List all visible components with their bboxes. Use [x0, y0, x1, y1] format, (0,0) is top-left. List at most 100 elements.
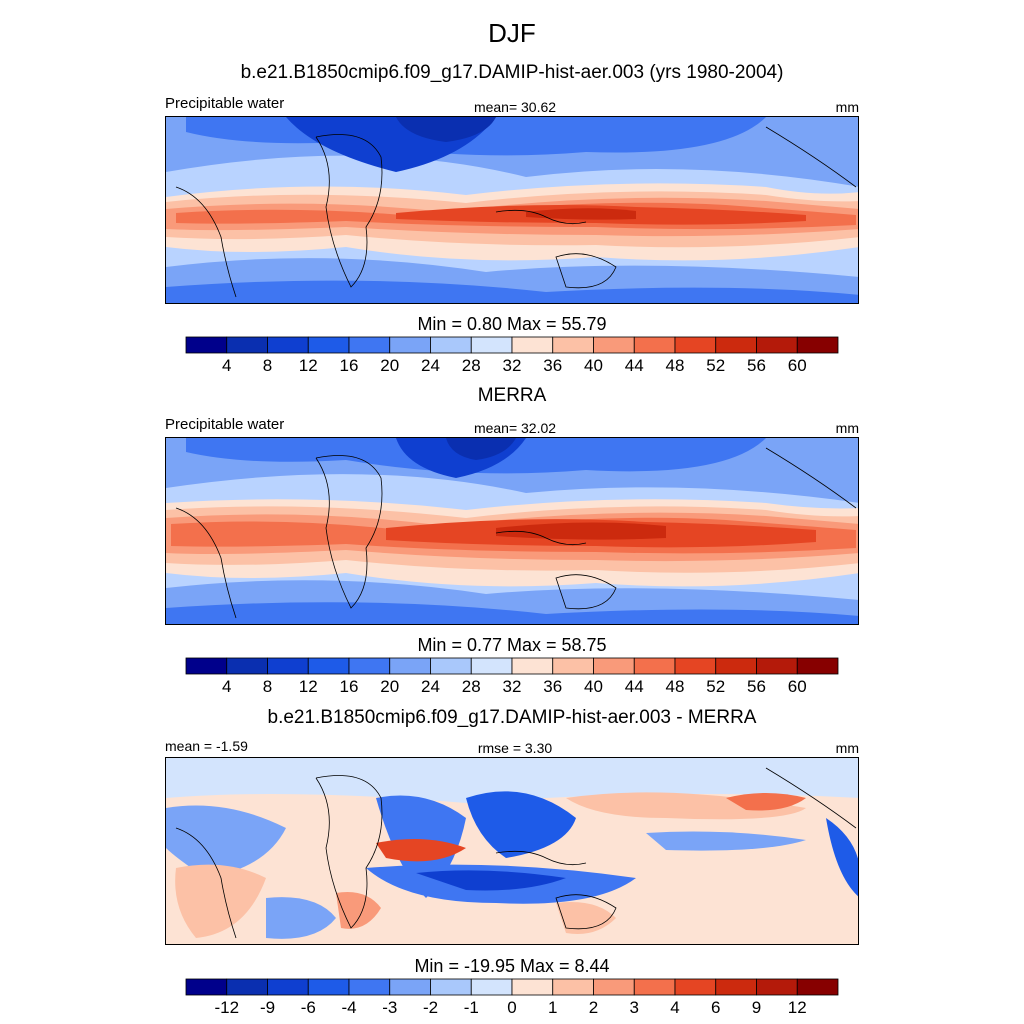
- colorbar-3-swatch: [552, 978, 594, 996]
- colorbar-1-swatch: [185, 336, 228, 354]
- colorbar-3-swatch: [756, 978, 798, 996]
- colorbar-3-tick-label: 1: [548, 998, 557, 1017]
- colorbar-3-tick-label: 9: [752, 998, 761, 1017]
- panel-1-coastlines: [175, 126, 857, 298]
- colorbar-2-swatch: [430, 657, 472, 675]
- panel-3-coastlines: [175, 767, 857, 939]
- colorbar-1-swatch: [226, 336, 268, 354]
- colorbar-1-swatch: [756, 336, 798, 354]
- colorbar-3-tick-label: -6: [301, 998, 316, 1017]
- colorbar-3-tick-label: -2: [423, 998, 438, 1017]
- colorbar-2-swatch: [511, 657, 554, 675]
- panel-1-minmax: Min = 0.80 Max = 55.79: [417, 314, 607, 334]
- panel-1-mean-label: mean= 30.62: [473, 99, 557, 115]
- colorbar-2-tick-label: 60: [788, 677, 807, 696]
- colorbar-1-tick-label: 28: [462, 356, 481, 375]
- colorbar-2-swatch: [226, 657, 268, 675]
- colorbar-1-swatch: [715, 336, 757, 354]
- colorbar-1-tick-label: 36: [543, 356, 562, 375]
- panel-3-rmse-label: rmse = 3.30: [477, 740, 553, 756]
- figure-title: DJF: [488, 18, 536, 48]
- colorbar-3-tick-label: 4: [670, 998, 679, 1017]
- colorbar-3-swatch: [796, 978, 839, 996]
- panel-2-minmax: Min = 0.77 Max = 58.75: [417, 635, 607, 655]
- colorbar-1-swatch: [307, 336, 350, 354]
- colorbar-1-tick-label: 20: [380, 356, 399, 375]
- colorbar-2-tick-label: 28: [462, 677, 481, 696]
- colorbar-3-swatch: [715, 978, 757, 996]
- panel-1-variable-label: Precipitable water: [165, 95, 285, 112]
- colorbar-2-tick-label: 24: [421, 677, 440, 696]
- colorbar-1-tick-label: 60: [788, 356, 807, 375]
- panel-3-colorbar: -12 -9 -6 -4 -3 -2 -1 0 1 2 3 4 6 9 12: [185, 978, 839, 1021]
- colorbar-3-swatch: [593, 978, 635, 996]
- colorbar-1-swatch: [348, 336, 391, 354]
- colorbar-2-swatch: [307, 657, 350, 675]
- colorbar-3-swatch: [389, 978, 431, 996]
- colorbar-2-tick-label: 52: [706, 677, 725, 696]
- colorbar-3-tick-label: 2: [589, 998, 598, 1017]
- panel-1-map: [165, 116, 859, 304]
- colorbar-3-swatch: [470, 978, 513, 996]
- colorbar-2-tick-label: 56: [747, 677, 766, 696]
- colorbar-2-tick-label: 20: [380, 677, 399, 696]
- colorbar-2-swatch: [715, 657, 757, 675]
- colorbar-2-tick-label: 4: [222, 677, 231, 696]
- panel-2-colorbar: 4 8 12 16 20 24 28 32 36 40 44 48 52 56 60: [185, 657, 839, 700]
- colorbar-2-tick-label: 44: [625, 677, 644, 696]
- panel-2-units-label: mm: [835, 420, 859, 436]
- colorbar-2-swatch: [796, 657, 839, 675]
- colorbar-2-tick-label: 8: [263, 677, 272, 696]
- colorbar-1-tick-label: 12: [299, 356, 318, 375]
- colorbar-1-tick-label: 8: [263, 356, 272, 375]
- colorbar-3-swatch: [430, 978, 472, 996]
- colorbar-3-swatch: [226, 978, 268, 996]
- colorbar-2-tick-label: 16: [340, 677, 359, 696]
- panel-2-map: [165, 437, 859, 625]
- panel-2-mean-label: mean= 32.02: [473, 420, 557, 436]
- colorbar-3-tick-label: 0: [507, 998, 516, 1017]
- colorbar-3-tick-label: -3: [382, 998, 397, 1017]
- panel-2-variable-label: Precipitable water: [165, 416, 285, 433]
- panel-1-colorbar: 4 8 12 16 20 24 28 32 36 40 44 48 52 56 60: [185, 336, 839, 379]
- colorbar-2-tick-label: 12: [299, 677, 318, 696]
- colorbar-2-swatch: [552, 657, 594, 675]
- colorbar-3-swatch: [511, 978, 554, 996]
- panel-1-title: b.e21.B1850cmip6.f09_g17.DAMIP-hist-aer.…: [240, 62, 784, 83]
- colorbar-1-swatch: [593, 336, 635, 354]
- colorbar-3-swatch: [633, 978, 676, 996]
- panel-1-map-svg: [166, 117, 858, 303]
- colorbar-3-tick-label: 6: [711, 998, 720, 1017]
- colorbar-2-tick-label: 40: [584, 677, 603, 696]
- colorbar-2-swatch: [593, 657, 635, 675]
- colorbar-1-tick-label: 48: [666, 356, 685, 375]
- colorbar-1-swatch: [267, 336, 309, 354]
- colorbar-3-tick-label: -1: [464, 998, 479, 1017]
- colorbar-1-tick-label: 16: [340, 356, 359, 375]
- panel-3-map-svg: [166, 758, 858, 944]
- colorbar-2-swatch: [674, 657, 717, 675]
- panel-2-map-svg: [166, 438, 858, 624]
- colorbar-1-tick-label: 32: [503, 356, 522, 375]
- colorbar-1-tick-label: 56: [747, 356, 766, 375]
- colorbar-2-swatch: [756, 657, 798, 675]
- colorbar-1-swatch: [430, 336, 472, 354]
- colorbar-1-swatch: [511, 336, 554, 354]
- colorbar-1-tick-label: 24: [421, 356, 440, 375]
- panel-3-mean-label: mean = -1.59: [165, 738, 248, 754]
- panel-2-coastlines: [175, 447, 857, 619]
- colorbar-1-tick-label: 44: [625, 356, 644, 375]
- panel-3-title: b.e21.B1850cmip6.f09_g17.DAMIP-hist-aer.…: [267, 707, 757, 728]
- panel-1-field: [166, 117, 858, 303]
- panel-2-title: MERRA: [477, 385, 547, 406]
- colorbar-3-tick-label: 12: [788, 998, 807, 1017]
- colorbar-3-swatch: [674, 978, 717, 996]
- panel-3-units-label: mm: [835, 740, 859, 756]
- panel-3-map: [165, 757, 859, 945]
- colorbar-2-tick-label: 32: [503, 677, 522, 696]
- colorbar-2-swatch: [470, 657, 513, 675]
- colorbar-2-tick-label: 48: [666, 677, 685, 696]
- colorbar-1-swatch: [470, 336, 513, 354]
- colorbar-2-swatch: [267, 657, 309, 675]
- colorbar-3-tick-label: -12: [214, 998, 239, 1017]
